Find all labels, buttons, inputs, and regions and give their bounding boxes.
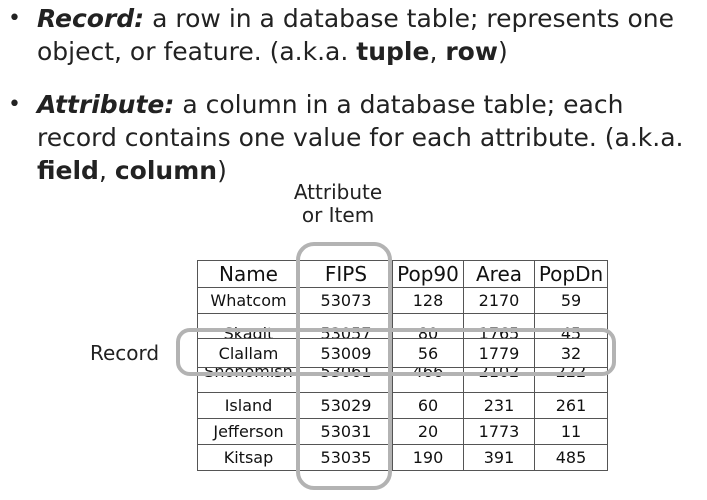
cell-text: 2102 — [478, 367, 520, 381]
cell-area: 1773 — [463, 418, 535, 445]
alias-tuple: tuple — [356, 37, 430, 66]
closing-paren: ) — [217, 156, 227, 185]
table-row: Island 53029 60 231 261 — [197, 392, 608, 419]
cell-area: 391 — [463, 444, 535, 471]
cell-text: 45 — [560, 323, 582, 339]
cell-fips: 53009 — [299, 338, 393, 368]
database-table: Name FIPS Pop90 Area PopDn Whatcom 53073… — [197, 260, 608, 471]
cell-text: 53057 — [320, 323, 372, 339]
bullet-text: Record: a row in a database table; repre… — [37, 2, 698, 68]
table-row: Snohomish 53061 466 2102 222 — [197, 367, 608, 393]
cell-popdn: 32 — [534, 338, 608, 368]
table-row: Jefferson 53031 20 1773 11 — [197, 418, 608, 445]
definition-text: a row in a database table; represents on… — [37, 4, 674, 66]
cell-popdn: 59 — [534, 287, 608, 314]
closing-paren: ) — [497, 37, 508, 66]
cell-popdn: 11 — [534, 418, 608, 445]
alias-field: field — [37, 156, 99, 185]
cell-text: Skagit — [223, 323, 274, 339]
bullet-text: Attribute: a column in a database table;… — [37, 88, 698, 187]
cell-pop90: 128 — [392, 287, 464, 314]
cell-area: 1779 — [463, 338, 535, 368]
header-area: Area — [463, 260, 535, 288]
cell-area: 2102 — [463, 367, 535, 393]
cell-pop90: 190 — [392, 444, 464, 471]
table-row-highlighted: Clallam 53009 56 1779 32 — [197, 338, 608, 368]
cell-popdn: 261 — [534, 392, 608, 419]
cell-fips: 53031 — [299, 418, 393, 445]
cell-text: 222 — [555, 367, 587, 381]
alias-row: row — [445, 37, 498, 66]
cell-fips: 53061 — [299, 367, 393, 393]
cell-name: Kitsap — [197, 444, 300, 471]
table-row: Whatcom 53073 128 2170 59 — [197, 287, 608, 314]
cell-popdn: 222 — [534, 367, 608, 393]
cell-name: Snohomish — [197, 367, 300, 393]
cell-name: Island — [197, 392, 300, 419]
term-record: Record: — [37, 4, 145, 33]
record-label: Record — [90, 341, 160, 365]
header-popdn: PopDn — [534, 260, 608, 288]
alias-separator: , — [429, 37, 446, 66]
cell-fips: 53073 — [299, 287, 393, 314]
bullet-dot: • — [8, 92, 21, 117]
cell-fips: 53035 — [299, 444, 393, 471]
cell-name: Whatcom — [197, 287, 300, 314]
term-attribute: Attribute: — [37, 90, 175, 119]
cell-name: Jefferson — [197, 418, 300, 445]
cell-pop90: 80 — [392, 313, 464, 339]
header-name: Name — [197, 260, 300, 288]
alias-separator: , — [98, 156, 115, 185]
header-fips: FIPS — [299, 260, 393, 288]
cell-name: Clallam — [197, 338, 300, 368]
table-row: Kitsap 53035 190 391 485 — [197, 444, 608, 471]
cell-pop90: 56 — [392, 338, 464, 368]
cell-text: 53061 — [320, 367, 372, 381]
cell-area: 2170 — [463, 287, 535, 314]
table-row: Skagit 53057 80 1765 45 — [197, 313, 608, 339]
attribute-label-line2: or Item — [301, 203, 375, 227]
attribute-label: Attribute or Item — [278, 181, 398, 227]
cell-text: 1765 — [478, 323, 520, 339]
bullet-attribute: • Attribute: a column in a database tabl… — [8, 88, 698, 187]
alias-column: column — [114, 156, 218, 185]
bullet-record: • Record: a row in a database table; rep… — [8, 2, 698, 68]
cell-text: 466 — [412, 367, 444, 381]
cell-text: 80 — [417, 323, 439, 339]
cell-text: Snohomish — [204, 367, 293, 381]
cell-popdn: 45 — [534, 313, 608, 339]
cell-name: Skagit — [197, 313, 300, 339]
cell-pop90: 466 — [392, 367, 464, 393]
cell-fips: 53029 — [299, 392, 393, 419]
cell-pop90: 60 — [392, 392, 464, 419]
attribute-label-line1: Attribute — [293, 180, 383, 204]
header-pop90: Pop90 — [392, 260, 464, 288]
bullet-dot: • — [8, 6, 21, 31]
definition-text: a column in a database table; each recor… — [37, 90, 684, 152]
cell-fips: 53057 — [299, 313, 393, 339]
table-header-row: Name FIPS Pop90 Area PopDn — [197, 260, 608, 288]
cell-popdn: 485 — [534, 444, 608, 471]
cell-pop90: 20 — [392, 418, 464, 445]
cell-area: 1765 — [463, 313, 535, 339]
cell-area: 231 — [463, 392, 535, 419]
